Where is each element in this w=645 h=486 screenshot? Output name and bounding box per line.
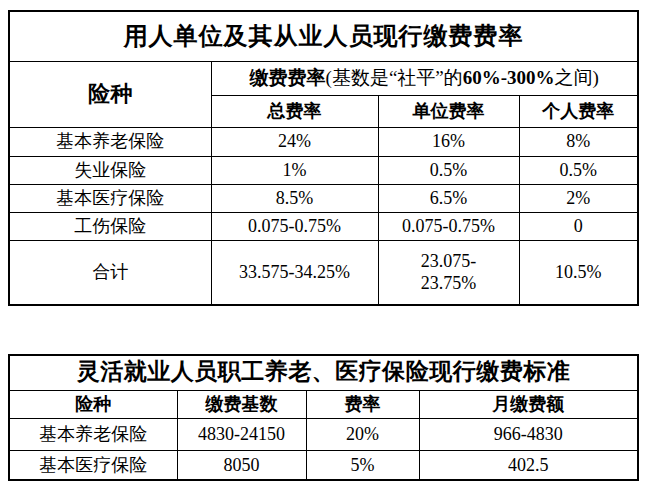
- cell-employer-rate: 16%: [378, 127, 519, 156]
- table-row: 险种 缴费费率(基数是“社平”的60%-300%之间): [9, 61, 638, 95]
- cell-employer-rate: 0.075-0.75%: [378, 212, 519, 240]
- table-gap: [8, 306, 637, 354]
- rate-header-paren-close: 之间): [555, 67, 599, 88]
- table1-subheader-total: 总费率: [211, 95, 378, 127]
- cell-employer-rate: 23.075- 23.75%: [378, 240, 519, 305]
- table-row: 工伤保险 0.075-0.75% 0.075-0.75% 0: [9, 212, 638, 240]
- table-row: 基本养老保险 4830-24150 20% 966-4830: [9, 418, 638, 450]
- table-row: 灵活就业人员职工养老、医疗保险现行缴费标准: [9, 355, 638, 390]
- table1-subheader-personal: 个人费率: [519, 95, 638, 127]
- table2-title: 灵活就业人员职工养老、医疗保险现行缴费标准: [9, 355, 638, 390]
- table-row: 基本医疗保险 8050 5% 402.5: [9, 450, 638, 480]
- cell-total-rate: 8.5%: [211, 184, 378, 212]
- table-row-total: 合计 33.575-34.25% 23.075- 23.75% 10.5%: [9, 240, 638, 305]
- table2-header-monthly: 月缴费额: [419, 390, 638, 418]
- cell-employer-rate: 0.5%: [378, 156, 519, 184]
- rate-header-bold-prefix: 缴费费率: [250, 67, 326, 88]
- cell-personal-rate: 0: [519, 212, 638, 240]
- row-label: 基本医疗保险: [9, 184, 211, 212]
- table2-header-base: 缴费基数: [177, 390, 306, 418]
- cell-rate: 20%: [306, 418, 419, 450]
- cell-total-rate: 1%: [211, 156, 378, 184]
- table1-rate-header: 缴费费率(基数是“社平”的60%-300%之间): [211, 61, 638, 95]
- table2-header-kind: 险种: [9, 390, 177, 418]
- table2-header-rate: 费率: [306, 390, 419, 418]
- table-row: 用人单位及其从业人员现行缴费费率: [9, 11, 638, 61]
- rate-header-paren-open: (基数是“社平”的: [326, 67, 463, 88]
- flexible-employment-table: 灵活就业人员职工养老、医疗保险现行缴费标准 险种 缴费基数 费率 月缴费额 基本…: [8, 354, 639, 481]
- table1-kind-header: 险种: [9, 61, 211, 127]
- table-row: 基本养老保险 24% 16% 8%: [9, 127, 638, 156]
- table1-title: 用人单位及其从业人员现行缴费费率: [9, 11, 638, 61]
- table-row: 险种 缴费基数 费率 月缴费额: [9, 390, 638, 418]
- cell-base: 4830-24150: [177, 418, 306, 450]
- row-label: 基本养老保险: [9, 418, 177, 450]
- table-row: 失业保险 1% 0.5% 0.5%: [9, 156, 638, 184]
- row-label: 基本医疗保险: [9, 450, 177, 480]
- row-label: 基本养老保险: [9, 127, 211, 156]
- cell-personal-rate: 10.5%: [519, 240, 638, 305]
- page: 用人单位及其从业人员现行缴费费率 险种 缴费费率(基数是“社平”的60%-300…: [0, 0, 645, 486]
- row-label: 工伤保险: [9, 212, 211, 240]
- cell-personal-rate: 0.5%: [519, 156, 638, 184]
- cell-total-rate: 33.575-34.25%: [211, 240, 378, 305]
- cell-monthly: 966-4830: [419, 418, 638, 450]
- employer-rates-table: 用人单位及其从业人员现行缴费费率 险种 缴费费率(基数是“社平”的60%-300…: [8, 10, 639, 306]
- row-label: 失业保险: [9, 156, 211, 184]
- cell-rate: 5%: [306, 450, 419, 480]
- table1-subheader-employer: 单位费率: [378, 95, 519, 127]
- row-label: 合计: [9, 240, 211, 305]
- cell-personal-rate: 2%: [519, 184, 638, 212]
- cell-monthly: 402.5: [419, 450, 638, 480]
- cell-base: 8050: [177, 450, 306, 480]
- cell-total-rate: 0.075-0.75%: [211, 212, 378, 240]
- cell-total-rate: 24%: [211, 127, 378, 156]
- cell-employer-rate: 6.5%: [378, 184, 519, 212]
- rate-header-range: 60%-300%: [463, 67, 555, 88]
- table-row: 基本医疗保险 8.5% 6.5% 2%: [9, 184, 638, 212]
- cell-personal-rate: 8%: [519, 127, 638, 156]
